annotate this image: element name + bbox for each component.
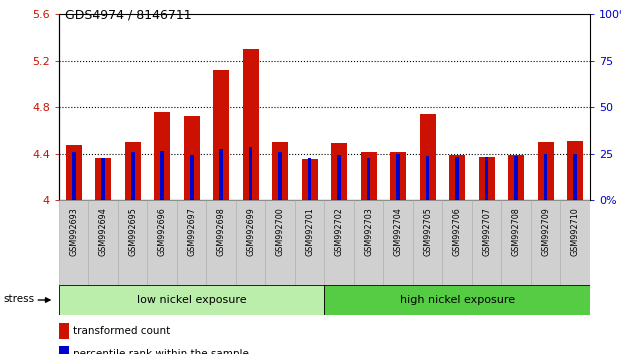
Bar (455, 157, 459, 200)
Bar (420, 114, 436, 200)
Bar (278, 152, 282, 200)
Text: GSM992710: GSM992710 (571, 207, 579, 256)
Bar (531, 200, 560, 285)
Bar (390, 152, 406, 200)
Bar (472, 200, 501, 285)
Bar (249, 147, 253, 200)
Bar (383, 200, 413, 285)
Text: GSM992704: GSM992704 (394, 207, 402, 256)
Text: high nickel exposure: high nickel exposure (400, 295, 515, 305)
Bar (302, 159, 318, 200)
Text: GSM992694: GSM992694 (99, 207, 107, 256)
Bar (324, 285, 590, 315)
Bar (508, 155, 524, 200)
Bar (449, 155, 465, 200)
Bar (59, 200, 88, 285)
Text: GSM992698: GSM992698 (217, 207, 225, 256)
Bar (72, 152, 76, 200)
Bar (59, 285, 324, 315)
Bar (236, 200, 265, 285)
Text: GSM992696: GSM992696 (158, 207, 166, 256)
Bar (243, 49, 259, 200)
Bar (184, 116, 200, 200)
Bar (295, 200, 324, 285)
Text: GSM992702: GSM992702 (335, 207, 343, 256)
Bar (131, 152, 135, 200)
Bar (479, 157, 495, 200)
Text: GSM992709: GSM992709 (542, 207, 550, 256)
Text: GSM992700: GSM992700 (276, 207, 284, 256)
Text: transformed count: transformed count (73, 326, 171, 337)
Text: GSM992693: GSM992693 (70, 207, 78, 256)
Bar (88, 200, 118, 285)
Bar (426, 156, 430, 200)
Bar (125, 142, 141, 200)
Bar (514, 156, 518, 200)
Bar (354, 200, 383, 285)
Bar (501, 200, 531, 285)
Text: GSM992701: GSM992701 (306, 207, 314, 256)
Text: GSM992707: GSM992707 (483, 207, 491, 256)
Bar (190, 155, 194, 200)
Bar (272, 142, 288, 200)
Text: GSM992703: GSM992703 (365, 207, 373, 256)
Bar (118, 200, 147, 285)
Text: GSM992708: GSM992708 (512, 207, 520, 256)
Bar (413, 200, 442, 285)
Bar (361, 152, 377, 200)
Bar (544, 154, 548, 200)
Bar (308, 158, 312, 200)
Bar (560, 200, 590, 285)
Bar (324, 200, 354, 285)
Bar (331, 143, 347, 200)
Bar (59, 323, 68, 339)
Bar (367, 158, 371, 200)
Bar (265, 200, 295, 285)
Text: GSM992705: GSM992705 (424, 207, 432, 256)
Bar (177, 200, 206, 285)
Bar (567, 141, 583, 200)
Text: GSM992699: GSM992699 (247, 207, 255, 256)
Bar (573, 154, 577, 200)
Bar (219, 149, 223, 200)
Bar (442, 200, 472, 285)
Text: stress: stress (3, 293, 34, 303)
Bar (485, 157, 489, 200)
Text: low nickel exposure: low nickel exposure (137, 295, 247, 305)
Text: GSM992697: GSM992697 (188, 207, 196, 256)
Bar (337, 155, 341, 200)
Bar (538, 142, 554, 200)
Bar (59, 346, 68, 354)
Bar (147, 200, 177, 285)
Text: GSM992695: GSM992695 (129, 207, 137, 256)
Text: GSM992706: GSM992706 (453, 207, 461, 256)
Bar (154, 112, 170, 200)
Bar (101, 158, 105, 200)
Text: percentile rank within the sample: percentile rank within the sample (73, 349, 249, 354)
Bar (66, 145, 82, 200)
Bar (95, 158, 111, 200)
Bar (213, 70, 229, 200)
Bar (206, 200, 236, 285)
Bar (396, 154, 400, 200)
Bar (160, 151, 164, 200)
Text: GDS4974 / 8146711: GDS4974 / 8146711 (65, 9, 192, 22)
